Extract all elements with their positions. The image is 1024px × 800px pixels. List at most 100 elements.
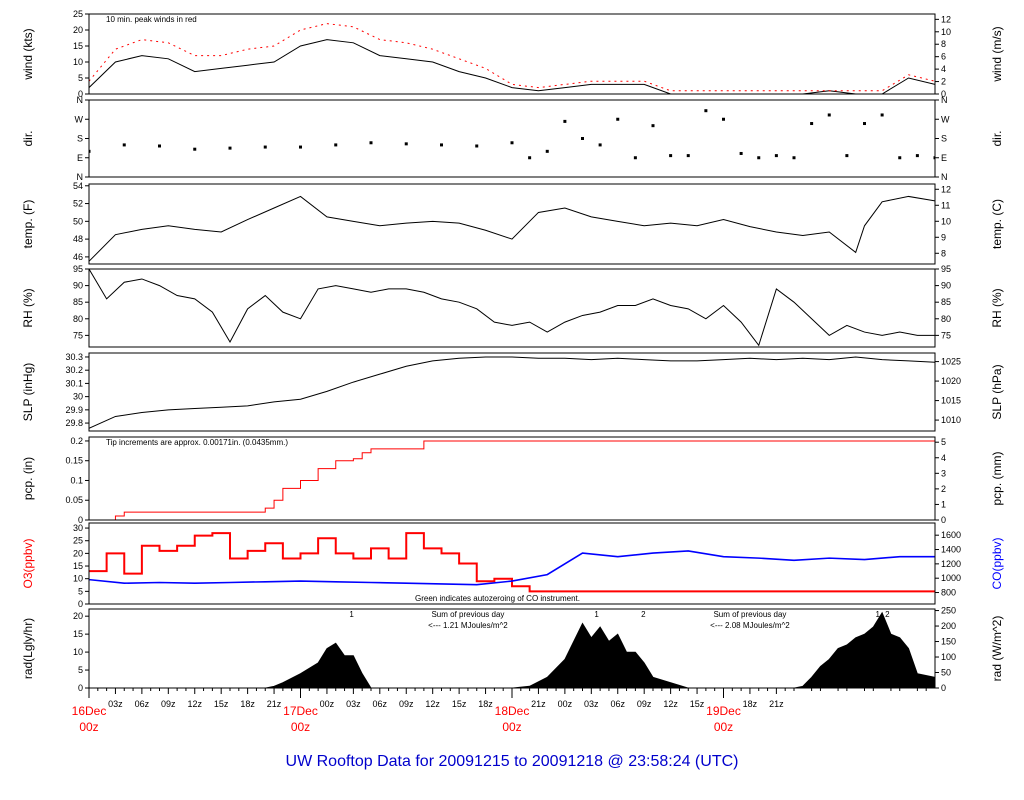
tick-label-right: 4 xyxy=(941,453,946,463)
plot-area-chem xyxy=(89,532,935,593)
data-point xyxy=(686,154,690,158)
tick-label-left: 0 xyxy=(78,683,83,693)
panel-chem: 0 5 10 15 20 25 30 800 1000 1200 1400 1600 O3(ppbv) C… xyxy=(21,522,1004,609)
data-point xyxy=(545,149,549,153)
tick-label-right: 50 xyxy=(941,668,951,678)
marker-label: 1 xyxy=(875,610,880,619)
marker-label: 2 xyxy=(641,610,646,619)
tick-label-left: 20 xyxy=(73,548,83,558)
tick-label-right: 6 xyxy=(941,52,946,62)
data-point xyxy=(510,141,514,145)
data-point xyxy=(898,156,902,160)
tick-label-left: 54 xyxy=(73,181,83,191)
tick-label-right: 1025 xyxy=(941,357,961,367)
hour-tick-label: 03z xyxy=(584,699,599,709)
note-line2: <--- 2.08 MJoules/m^2 xyxy=(710,621,790,630)
tick-label-left: N xyxy=(77,172,84,182)
tick-label-left: 10 xyxy=(73,574,83,584)
data-point xyxy=(633,156,637,160)
tick-label-right: 10 xyxy=(941,216,951,226)
time-axis: 03z 06z 09z 12z 15z 18z 21z 00z 03z 06z 09z 12z 15z 1… xyxy=(72,688,927,734)
data-point xyxy=(528,156,532,160)
data-point xyxy=(915,154,919,158)
tick-label-left: 85 xyxy=(73,297,83,307)
tick-label-right: 8 xyxy=(941,39,946,49)
data-point xyxy=(475,144,479,148)
hour-tick-label: 21z xyxy=(769,699,784,709)
hour-tick-label: 21z xyxy=(531,699,546,709)
tick-label-left: 95 xyxy=(73,264,83,274)
frame-rad xyxy=(88,608,936,689)
tick-label-right: W xyxy=(941,114,950,124)
data-point xyxy=(880,113,884,117)
tick-label-right: 12 xyxy=(941,184,951,194)
series-dir-0 xyxy=(89,109,935,160)
hour-tick-label: 09z xyxy=(637,699,652,709)
data-point xyxy=(810,122,814,126)
tick-label-right: 85 xyxy=(941,297,951,307)
tick-label-left: 29.9 xyxy=(65,405,83,415)
tick-label-right: 9 xyxy=(941,232,946,242)
tick-label-right: 75 xyxy=(941,330,951,340)
annotation-pcp: Tip increments are approx. 0.00171in. (0… xyxy=(106,438,288,447)
hour-tick-label: 06z xyxy=(135,699,150,709)
tick-label-right: 95 xyxy=(941,264,951,274)
ylabel-right-chem: CO(ppbv) xyxy=(990,537,1004,589)
hour-tick-label: 12z xyxy=(663,699,678,709)
data-point xyxy=(933,156,935,160)
tick-label-right: 0 xyxy=(941,515,946,525)
data-point xyxy=(440,143,443,147)
day-label-hour: 00z xyxy=(291,720,310,734)
note-line1: Sum of previous day xyxy=(431,610,504,619)
hour-tick-label: 09z xyxy=(399,699,414,709)
series-temp-0 xyxy=(89,195,935,262)
panel-wind: 0 5 10 15 20 25 0 2 4 6 8 10 12 wind (kts) wind (m/s) 1… xyxy=(21,9,1004,99)
day-label-hour: 00z xyxy=(502,720,521,734)
panel-temp: 46 48 50 52 54 8 9 10 11 12 temp. (F) temp. (C) xyxy=(21,181,1004,265)
tick-label-left: 15 xyxy=(73,561,83,571)
tick-label-left: 0.05 xyxy=(65,495,83,505)
data-point xyxy=(827,113,831,117)
data-point xyxy=(757,156,761,160)
annotation-chem: Green indicates autozeroing of CO instru… xyxy=(415,594,580,603)
tick-label-left: 15 xyxy=(73,41,83,51)
frame-slp xyxy=(88,352,936,432)
tick-label-left: 25 xyxy=(73,9,83,19)
data-point xyxy=(369,141,373,145)
marker-label: 2 xyxy=(885,610,890,619)
tick-label-right: 1 xyxy=(941,499,946,509)
series-wind-0 xyxy=(89,39,935,94)
data-point xyxy=(581,137,584,140)
ylabel-right-rad: rad (W/m^2) xyxy=(990,616,1004,682)
ylabel-left-rh: RH (%) xyxy=(21,288,35,327)
tick-label-right: 800 xyxy=(941,588,956,598)
tick-label-right: 0 xyxy=(941,683,946,693)
data-point xyxy=(598,143,602,147)
tick-label-left: 80 xyxy=(73,314,83,324)
ylabel-left-dir: dir. xyxy=(21,130,35,146)
data-point xyxy=(158,144,161,148)
tick-label-right: 0 xyxy=(941,89,946,99)
tick-label-left: 5 xyxy=(78,665,83,675)
tick-label-right: 1200 xyxy=(941,559,961,569)
tick-label-left: N xyxy=(77,95,84,105)
data-point xyxy=(774,154,778,158)
tick-label-left: 50 xyxy=(73,216,83,226)
data-point xyxy=(792,156,796,160)
tick-label-right: N xyxy=(941,95,948,105)
tick-label-right: 150 xyxy=(941,637,956,647)
tick-label-left: 0.15 xyxy=(65,456,83,466)
tick-label-right: 1010 xyxy=(941,415,961,425)
marker-label: 1 xyxy=(594,610,599,619)
tick-label-left: 30.2 xyxy=(65,365,83,375)
series-rad-0 xyxy=(89,611,935,688)
tick-label-right: 4 xyxy=(941,64,946,74)
plot-area-pcp xyxy=(89,440,935,520)
ylabel-left-slp: SLP (inHg) xyxy=(21,363,35,421)
tick-label-right: 1600 xyxy=(941,530,961,540)
hour-tick-label: 06z xyxy=(373,699,388,709)
data-point xyxy=(404,142,408,146)
tick-label-left: 20 xyxy=(73,25,83,35)
